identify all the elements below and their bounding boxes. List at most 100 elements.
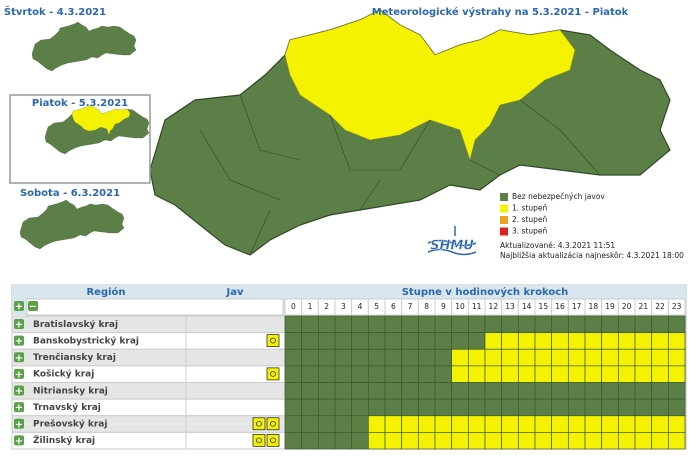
level-cell [651,398,669,417]
level-cell [534,382,553,400]
warning-icon[interactable] [266,367,280,381]
level-cell [501,382,519,400]
warning-icon[interactable] [266,433,280,447]
expand-button[interactable] [14,335,24,346]
level-cell [617,415,636,433]
map-friday [44,104,150,155]
level-cell [434,415,453,433]
level-cell [551,315,569,333]
level-cell [601,332,619,350]
level-cell [284,398,303,417]
level-cell [651,432,669,450]
level-cell [634,398,653,417]
level-cell [651,348,669,367]
level-cell [284,315,303,333]
level-cell [301,315,319,333]
legend-label: 3. stupeň [512,227,548,236]
hour-label: 6 [391,302,396,311]
table-header: Jav [226,287,244,298]
table-header: Región [86,286,125,298]
warning-icon[interactable] [252,433,266,447]
table-header: Stupne v hodinových krokoch [402,286,569,298]
expand-button[interactable] [14,418,24,429]
level-cell [384,315,403,333]
level-cell [551,415,569,433]
expand-button[interactable] [14,368,24,379]
expand-button[interactable] [14,319,24,329]
warning-icon[interactable] [266,417,280,431]
level-cell [551,332,569,350]
level-cell [301,382,319,400]
level-cell [434,382,453,400]
level-cell [334,348,353,367]
level-cell [434,432,453,450]
region-name[interactable]: Prešovský kraj [33,419,107,430]
level-cell [467,398,486,417]
expand-button[interactable] [14,352,24,363]
level-cell [667,315,686,333]
map-title: Meteorologické výstrahy na 5.3.2021 - Pi… [372,6,629,18]
day-label[interactable]: Sobota - 6.3.2021 [20,188,120,199]
hour-label: 19 [605,302,615,311]
expand-button[interactable] [14,402,24,413]
level-cell [667,348,686,367]
region-name[interactable]: Žilinský kraj [33,434,95,446]
level-cell [334,415,353,433]
warning-icon[interactable] [266,334,280,348]
region-name[interactable]: Trnavský kraj [33,403,101,413]
logo-icon [427,226,477,256]
level-cell [584,348,603,367]
level-cell [617,382,636,400]
level-cell [317,348,336,367]
next-update: Najbližšia aktualizácia najneskôr: 4.3.2… [500,251,684,260]
hour-row-bg [26,298,284,316]
level-cell [567,398,586,417]
level-cell [484,398,503,417]
region-name[interactable]: Bratislavský kraj [33,320,118,330]
level-cell [584,398,603,417]
hour-label: 12 [489,302,499,311]
expand-button[interactable] [14,385,24,396]
level-cell [667,415,686,433]
level-cell [284,332,303,350]
expand-all-button[interactable] [14,301,24,311]
selected-day-box[interactable] [9,94,151,184]
region-name[interactable]: Nitriansky kraj [33,386,108,396]
level-cell [484,432,503,450]
hour-label: 1 [308,302,313,311]
level-cell [351,398,369,417]
level-cell [534,432,553,450]
level-cell [434,348,453,367]
button-sign: + [15,419,23,430]
level-cell [534,332,553,350]
level-cell [501,432,519,450]
button-sign: + [15,436,23,447]
level-cell [551,432,569,450]
level-cell [284,382,303,400]
level-cell [467,332,486,350]
level-cell [317,432,336,450]
level-cell [501,332,519,350]
level-cell [334,332,353,350]
level-cell [401,365,419,383]
level-cell [301,348,319,367]
level-cell [334,382,353,400]
warning-icon[interactable] [252,417,266,431]
level-cell [384,398,403,417]
expand-all-button[interactable] [28,301,38,311]
level-cell [567,365,586,383]
expand-button[interactable] [14,435,24,446]
level-cell [584,432,603,450]
level-cell [417,398,436,417]
level-cell [284,348,303,367]
level-cell [634,332,653,350]
region-name[interactable]: Trenčiansky kraj [33,352,116,363]
level-cell [501,315,519,333]
region-name[interactable]: Banskobystrický kraj [33,336,139,346]
region-name[interactable]: Košický kraj [33,369,94,380]
legend-swatch [500,204,508,213]
day-label[interactable]: Piatok - 5.3.2021 [32,98,128,109]
button-sign: + [15,336,23,347]
day-label[interactable]: Štvrtok - 4.3.2021 [4,5,106,18]
